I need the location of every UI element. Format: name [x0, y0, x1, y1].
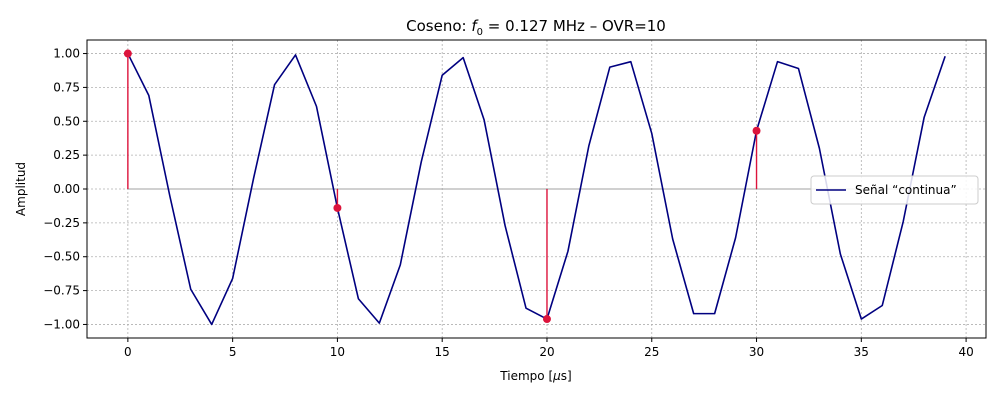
chart-title: Coseno: f0 = 0.127 MHz – OVR=10: [406, 17, 666, 38]
legend: Señal “continua”: [810, 175, 979, 205]
y-tick-label: 0.50: [53, 114, 80, 128]
x-tick-label: 30: [749, 345, 764, 359]
stem-marker: [333, 203, 342, 212]
y-tick-label: 0.00: [53, 182, 80, 196]
continuous-signal-layer: [127, 53, 946, 326]
y-tick-label: 1.00: [53, 47, 80, 61]
stem-marker: [123, 49, 132, 58]
y-tick-label: −1.00: [43, 317, 80, 331]
x-tick-label: 40: [958, 345, 973, 359]
y-tick-label: −0.75: [43, 284, 80, 298]
y-axis-label: Amplitud: [14, 162, 28, 216]
x-tick-label: 25: [644, 345, 659, 359]
sampled-stems-layer: [123, 49, 761, 324]
y-tick-label: −0.25: [43, 216, 80, 230]
stem-marker: [542, 315, 551, 324]
x-tick-label: 5: [229, 345, 237, 359]
y-tick-label: 0.75: [53, 80, 80, 94]
x-tick-label: 0: [124, 345, 132, 359]
y-axis-ticks: 1.00 0.75 0.50 0.25 0.00 −0.25 −0.50 −0.75 −1.00: [43, 47, 87, 331]
x-tick-label: 15: [435, 345, 450, 359]
x-axis-ticks: 0 5 10 15 20 25 30 35 40: [124, 338, 974, 359]
x-tick-label: 35: [854, 345, 869, 359]
x-tick-label: 20: [539, 345, 554, 359]
x-axis-label: Tiempo [μs]: [499, 369, 571, 383]
legend-label: Señal “continua”: [855, 183, 957, 197]
legend-box: [810, 175, 979, 205]
stem-marker: [752, 126, 761, 135]
x-tick-label: 10: [330, 345, 345, 359]
continuous-signal-line: [127, 53, 946, 326]
y-tick-label: 0.25: [53, 148, 80, 162]
y-tick-label: −0.50: [43, 250, 80, 264]
